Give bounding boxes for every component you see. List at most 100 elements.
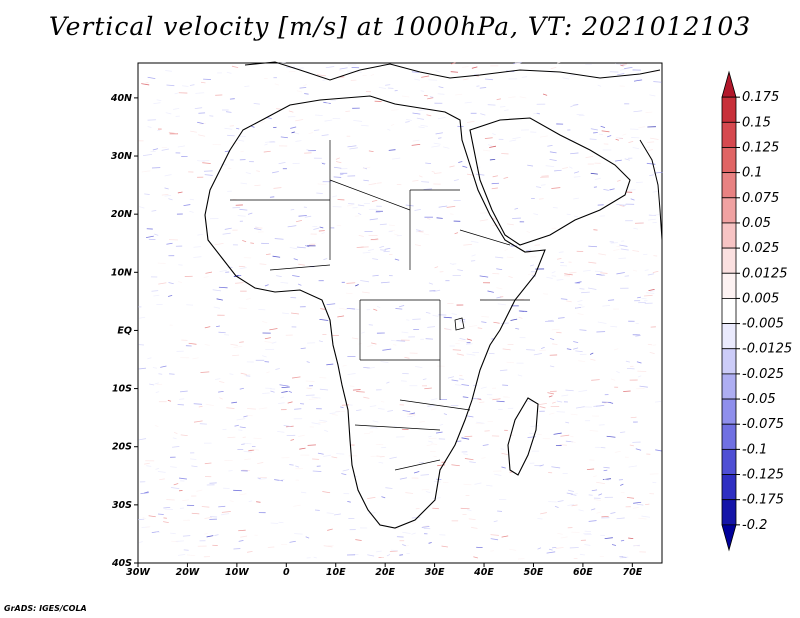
colorbar-label: 0.125 bbox=[742, 140, 779, 155]
velocity-streak bbox=[551, 466, 561, 469]
velocity-streak bbox=[340, 406, 344, 409]
velocity-streak bbox=[189, 198, 194, 201]
velocity-streak bbox=[204, 516, 212, 519]
velocity-streak bbox=[500, 106, 506, 108]
velocity-streak bbox=[244, 458, 251, 461]
velocity-streak bbox=[173, 483, 179, 486]
velocity-streak bbox=[603, 478, 610, 481]
velocity-streak bbox=[459, 374, 463, 377]
velocity-streak bbox=[265, 253, 271, 256]
velocity-streak bbox=[279, 384, 289, 387]
velocity-streak bbox=[584, 530, 592, 533]
velocity-streak bbox=[250, 242, 254, 244]
velocity-streak bbox=[244, 85, 250, 87]
velocity-streak bbox=[539, 464, 545, 467]
velocity-streak bbox=[549, 365, 555, 368]
velocity-streak bbox=[620, 248, 629, 251]
velocity-streak bbox=[407, 415, 413, 418]
velocity-streak bbox=[639, 385, 648, 388]
lat-tick-label: 10N bbox=[111, 267, 132, 278]
velocity-streak bbox=[431, 145, 440, 148]
velocity-streak bbox=[479, 275, 489, 278]
velocity-streak bbox=[345, 110, 351, 112]
velocity-streak bbox=[443, 146, 450, 149]
velocity-streak bbox=[179, 390, 188, 393]
velocity-streak bbox=[367, 554, 375, 557]
velocity-streak bbox=[477, 398, 482, 401]
velocity-streak bbox=[186, 554, 196, 557]
velocity-streak bbox=[611, 544, 617, 546]
velocity-streak bbox=[421, 181, 430, 183]
velocity-streak bbox=[619, 556, 629, 559]
velocity-streak bbox=[540, 512, 547, 515]
velocity-streak bbox=[603, 466, 610, 469]
velocity-streak bbox=[421, 75, 430, 78]
velocity-streak bbox=[655, 449, 662, 452]
longitude-axis: 30W 20W 10W 0 10E 20E 30E 40E 50E 60E 70E bbox=[126, 563, 643, 578]
velocity-streak bbox=[540, 346, 545, 349]
velocity-streak bbox=[590, 172, 598, 175]
velocity-streak bbox=[496, 268, 503, 271]
velocity-streak bbox=[550, 66, 557, 70]
velocity-streak bbox=[313, 227, 320, 230]
velocity-streak bbox=[196, 489, 203, 492]
velocity-streak bbox=[551, 275, 557, 277]
velocity-streak bbox=[462, 66, 469, 68]
velocity-streak bbox=[290, 208, 295, 211]
velocity-streak bbox=[628, 141, 634, 144]
velocity-streak bbox=[547, 392, 555, 395]
velocity-streak bbox=[197, 160, 205, 162]
velocity-streak bbox=[376, 455, 385, 458]
velocity-streak bbox=[182, 535, 191, 537]
velocity-streak bbox=[647, 149, 653, 151]
velocity-streak bbox=[299, 87, 307, 89]
velocity-streak bbox=[571, 504, 578, 507]
velocity-streak bbox=[281, 386, 290, 389]
colorbar-swatch bbox=[721, 323, 737, 350]
velocity-streak bbox=[610, 512, 616, 514]
colorbar: 0.175 0.15 0.125 0.1 0.075 0.05 0.025 0.0125 0.0… bbox=[721, 70, 792, 552]
velocity-streak bbox=[337, 315, 345, 318]
velocity-streak bbox=[628, 465, 637, 468]
velocity-streak bbox=[468, 325, 478, 328]
velocity-streak bbox=[626, 497, 635, 499]
velocity-streak bbox=[219, 380, 225, 383]
velocity-streak bbox=[218, 505, 226, 508]
velocity-streak bbox=[481, 457, 486, 459]
velocity-streak bbox=[499, 369, 508, 372]
velocity-streak bbox=[601, 130, 610, 133]
velocity-streak bbox=[296, 90, 303, 93]
velocity-streak bbox=[570, 152, 579, 155]
velocity-streak bbox=[486, 484, 493, 487]
velocity-streak bbox=[380, 281, 390, 284]
velocity-streak bbox=[385, 84, 391, 86]
velocity-streak bbox=[323, 454, 331, 457]
velocity-streak bbox=[278, 521, 284, 524]
velocity-streak bbox=[449, 165, 455, 168]
velocity-streak bbox=[369, 405, 377, 408]
velocity-streak bbox=[158, 373, 163, 375]
velocity-streak bbox=[590, 128, 598, 131]
velocity-streak bbox=[381, 496, 386, 499]
velocity-streak bbox=[238, 540, 244, 542]
velocity-streak bbox=[367, 344, 373, 347]
velocity-streak bbox=[462, 396, 469, 398]
lon-tick-label: 10W bbox=[225, 567, 249, 578]
velocity-streak bbox=[376, 305, 381, 308]
velocity-streak bbox=[515, 328, 520, 330]
velocity-streak bbox=[347, 204, 353, 207]
velocity-streak bbox=[324, 119, 333, 122]
velocity-streak bbox=[193, 420, 203, 423]
velocity-streak bbox=[145, 81, 149, 84]
velocity-streak bbox=[239, 341, 244, 343]
velocity-streak bbox=[471, 66, 478, 69]
velocity-streak bbox=[431, 408, 437, 411]
velocity-streak bbox=[192, 357, 199, 360]
velocity-streak bbox=[466, 353, 476, 356]
velocity-streak bbox=[432, 497, 441, 500]
velocity-streak bbox=[432, 507, 439, 510]
lon-tick-label: 60E bbox=[573, 567, 593, 578]
colorbar-swatch bbox=[721, 423, 737, 450]
velocity-streak bbox=[139, 206, 145, 209]
colorbar-swatch bbox=[721, 222, 737, 249]
